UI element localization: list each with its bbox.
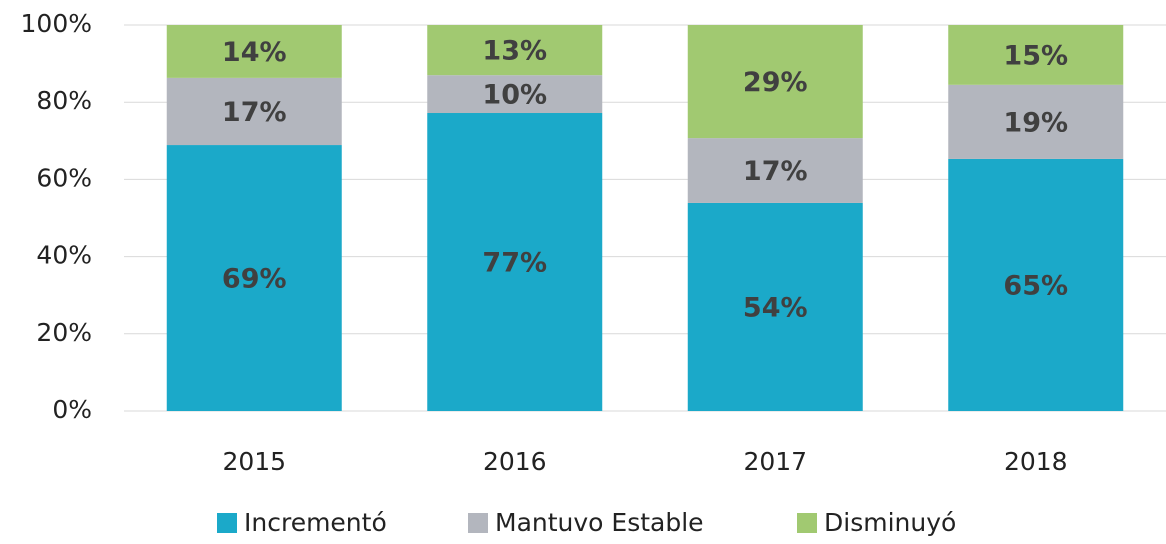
legend-label: Mantuvo Estable	[495, 508, 704, 537]
bar-segment	[427, 25, 603, 76]
y-tick-label: 20%	[36, 318, 92, 347]
bar-segment	[948, 84, 1124, 159]
legend-label: Incrementó	[244, 508, 387, 537]
x-tick-label: 2015	[222, 447, 286, 476]
data-label: 17%	[743, 156, 808, 187]
data-label: 13%	[482, 36, 547, 67]
bar-segment	[427, 113, 603, 412]
legend-swatch	[468, 513, 488, 533]
data-label: 54%	[743, 292, 808, 323]
data-label: 29%	[743, 67, 808, 98]
bar-segment	[687, 138, 863, 203]
bar-segment	[427, 75, 603, 114]
bar-segment	[687, 202, 863, 411]
data-label: 65%	[1003, 270, 1068, 301]
bar-segment	[948, 158, 1124, 411]
data-label: 77%	[482, 248, 547, 279]
bar-segment	[166, 25, 342, 78]
y-tick-label: 80%	[36, 86, 92, 115]
x-tick-label: 2018	[1004, 447, 1068, 476]
data-label: 19%	[1003, 107, 1068, 138]
legend-swatch	[797, 513, 817, 533]
bar-segment	[948, 25, 1124, 85]
y-tick-label: 0%	[52, 395, 92, 424]
legend-label: Disminuyó	[824, 508, 956, 537]
x-tick-label: 2016	[483, 447, 547, 476]
data-label: 10%	[482, 80, 547, 111]
x-tick-label: 2017	[743, 447, 807, 476]
legend-swatch	[217, 513, 237, 533]
bar-segment	[166, 77, 342, 146]
data-label: 69%	[222, 264, 287, 295]
y-tick-label: 100%	[21, 9, 92, 38]
bar-segment	[687, 25, 863, 139]
y-tick-label: 60%	[36, 163, 92, 192]
y-tick-label: 40%	[36, 241, 92, 270]
data-label: 15%	[1003, 40, 1068, 71]
bar-segment	[166, 145, 342, 411]
data-label: 17%	[222, 97, 287, 128]
data-label: 14%	[222, 37, 287, 68]
